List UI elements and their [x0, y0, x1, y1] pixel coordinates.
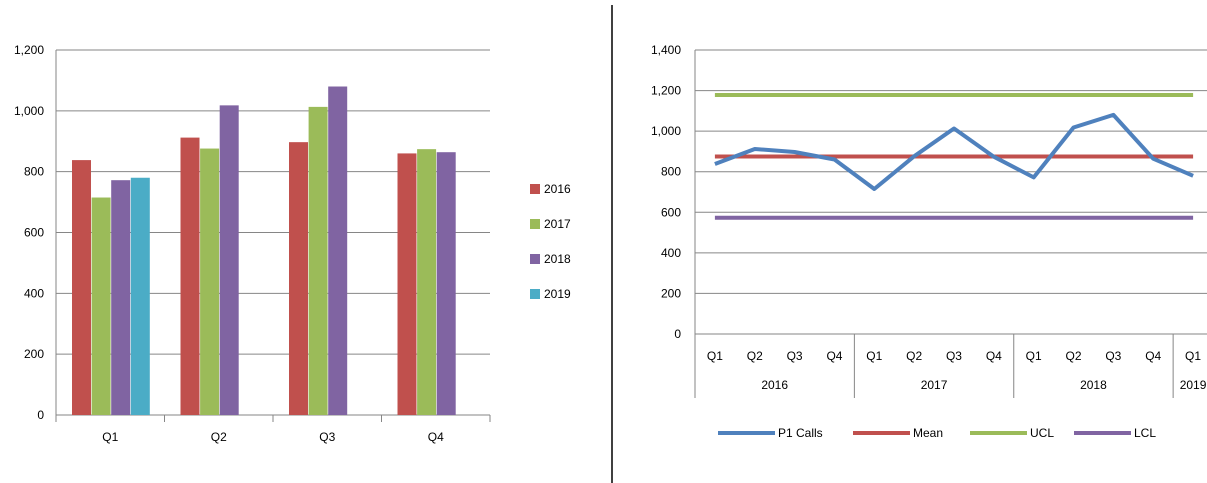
control-chart-year-label: 2017 — [921, 378, 948, 392]
control-chart-gridlines — [694, 49, 1207, 398]
bar-2016-q2 — [180, 137, 200, 415]
legend-label-2019: 2019 — [544, 287, 571, 301]
legend-swatch-2016 — [530, 184, 540, 194]
bar-2016-q4 — [397, 153, 417, 415]
bar-2017-q4 — [417, 149, 437, 416]
control-chart-year-label: 2019 — [1180, 378, 1207, 392]
control-chart-y-tick-label: 600 — [661, 205, 681, 219]
legend-label-p1-calls: P1 Calls — [778, 426, 823, 440]
bar-2018-q3 — [328, 86, 348, 415]
legend-swatch-2018 — [530, 254, 540, 264]
control-chart-quarter-label: Q1 — [1026, 349, 1042, 363]
legend-label-2018: 2018 — [544, 252, 571, 266]
bar-chart-x-tick-label: Q1 — [102, 430, 118, 444]
control-chart-y-tick-label: 0 — [674, 327, 681, 341]
control-chart-y-tick-label: 1,400 — [651, 43, 681, 57]
control-chart-x-axis: Q1 Q2 Q3 Q4 Q1 Q2 Q3 Q4 Q1 Q2 Q3 Q4 Q1 2016 2017 2018 20… — [707, 334, 1207, 398]
bar-chart-y-tick-labels: 0 200 400 600 800 1,000 1,200 — [14, 43, 44, 422]
bar-chart-y-tick-label: 400 — [24, 286, 44, 300]
control-chart-quarter-label: Q4 — [986, 349, 1002, 363]
legend-swatch-2019 — [530, 289, 540, 299]
legend-label-ucl: UCL — [1030, 426, 1054, 440]
control-chart-year-label: 2018 — [1080, 378, 1107, 392]
control-chart-y-tick-label: 800 — [661, 165, 681, 179]
bar-chart-y-tick-label: 0 — [37, 408, 44, 422]
control-chart-quarter-label: Q1 — [1185, 349, 1201, 363]
bar-chart-y-tick-label: 200 — [24, 347, 44, 361]
bar-chart-x-tick-label: Q4 — [428, 430, 444, 444]
bar-2017-q3 — [308, 106, 328, 416]
series-line-p1-calls — [714, 112, 1194, 191]
control-chart-quarter-label: Q2 — [1066, 349, 1082, 363]
control-chart-quarter-label: Q2 — [747, 349, 763, 363]
bar-chart-bars — [72, 86, 456, 416]
control-chart-quarter-label: Q3 — [946, 349, 962, 363]
legend-label-2016: 2016 — [544, 182, 571, 196]
legend-label-2017: 2017 — [544, 217, 571, 231]
control-chart-series-lines — [714, 93, 1194, 220]
control-chart-quarter-label: Q1 — [866, 349, 882, 363]
control-chart-y-tick-labels: 0 200 400 600 800 1,000 1,200 1,400 — [651, 43, 681, 341]
control-chart-quarter-label: Q3 — [1105, 349, 1121, 363]
bar-2016-q1 — [72, 160, 91, 415]
bar-2019-q1 — [130, 177, 150, 415]
legend-label-mean: Mean — [913, 426, 943, 440]
bar-chart-y-tick-label: 1,200 — [14, 43, 44, 57]
control-chart-y-tick-label: 200 — [661, 286, 681, 300]
bar-2018-q1 — [111, 180, 131, 415]
bar-2017-q1 — [91, 197, 111, 415]
bar-2018-q4 — [436, 152, 456, 415]
bar-2017-q2 — [200, 148, 220, 416]
control-chart-year-label: 2016 — [761, 378, 788, 392]
control-chart-y-tick-label: 400 — [661, 246, 681, 260]
control-chart-quarter-label: Q3 — [787, 349, 803, 363]
bar-chart-x-tick-label: Q3 — [319, 430, 335, 444]
control-chart-y-tick-label: 1,200 — [651, 84, 681, 98]
control-chart-quarter-label: Q4 — [1145, 349, 1161, 363]
control-chart-quarter-label: Q1 — [707, 349, 723, 363]
bar-chart-y-tick-label: 1,000 — [14, 104, 44, 118]
bar-chart-y-tick-label: 800 — [24, 165, 44, 179]
control-chart-quarter-label: Q4 — [826, 349, 842, 363]
control-chart-quarter-label: Q2 — [906, 349, 922, 363]
control-chart-legend: P1 Calls Mean UCL LCL — [718, 426, 1156, 440]
legend-swatch-2017 — [530, 219, 540, 229]
bar-chart-legend: 2016 2017 2018 2019 — [530, 182, 571, 301]
bar-2016-q3 — [289, 142, 308, 415]
bar-chart-x-axis: Q1 Q2 Q3 Q4 — [55, 415, 491, 444]
bar-chart-y-tick-label: 600 — [24, 226, 44, 240]
bar-chart-x-tick-label: Q2 — [211, 430, 227, 444]
legend-label-lcl: LCL — [1134, 426, 1156, 440]
control-chart-y-tick-label: 1,000 — [651, 124, 681, 138]
bar-2018-q2 — [219, 105, 239, 415]
